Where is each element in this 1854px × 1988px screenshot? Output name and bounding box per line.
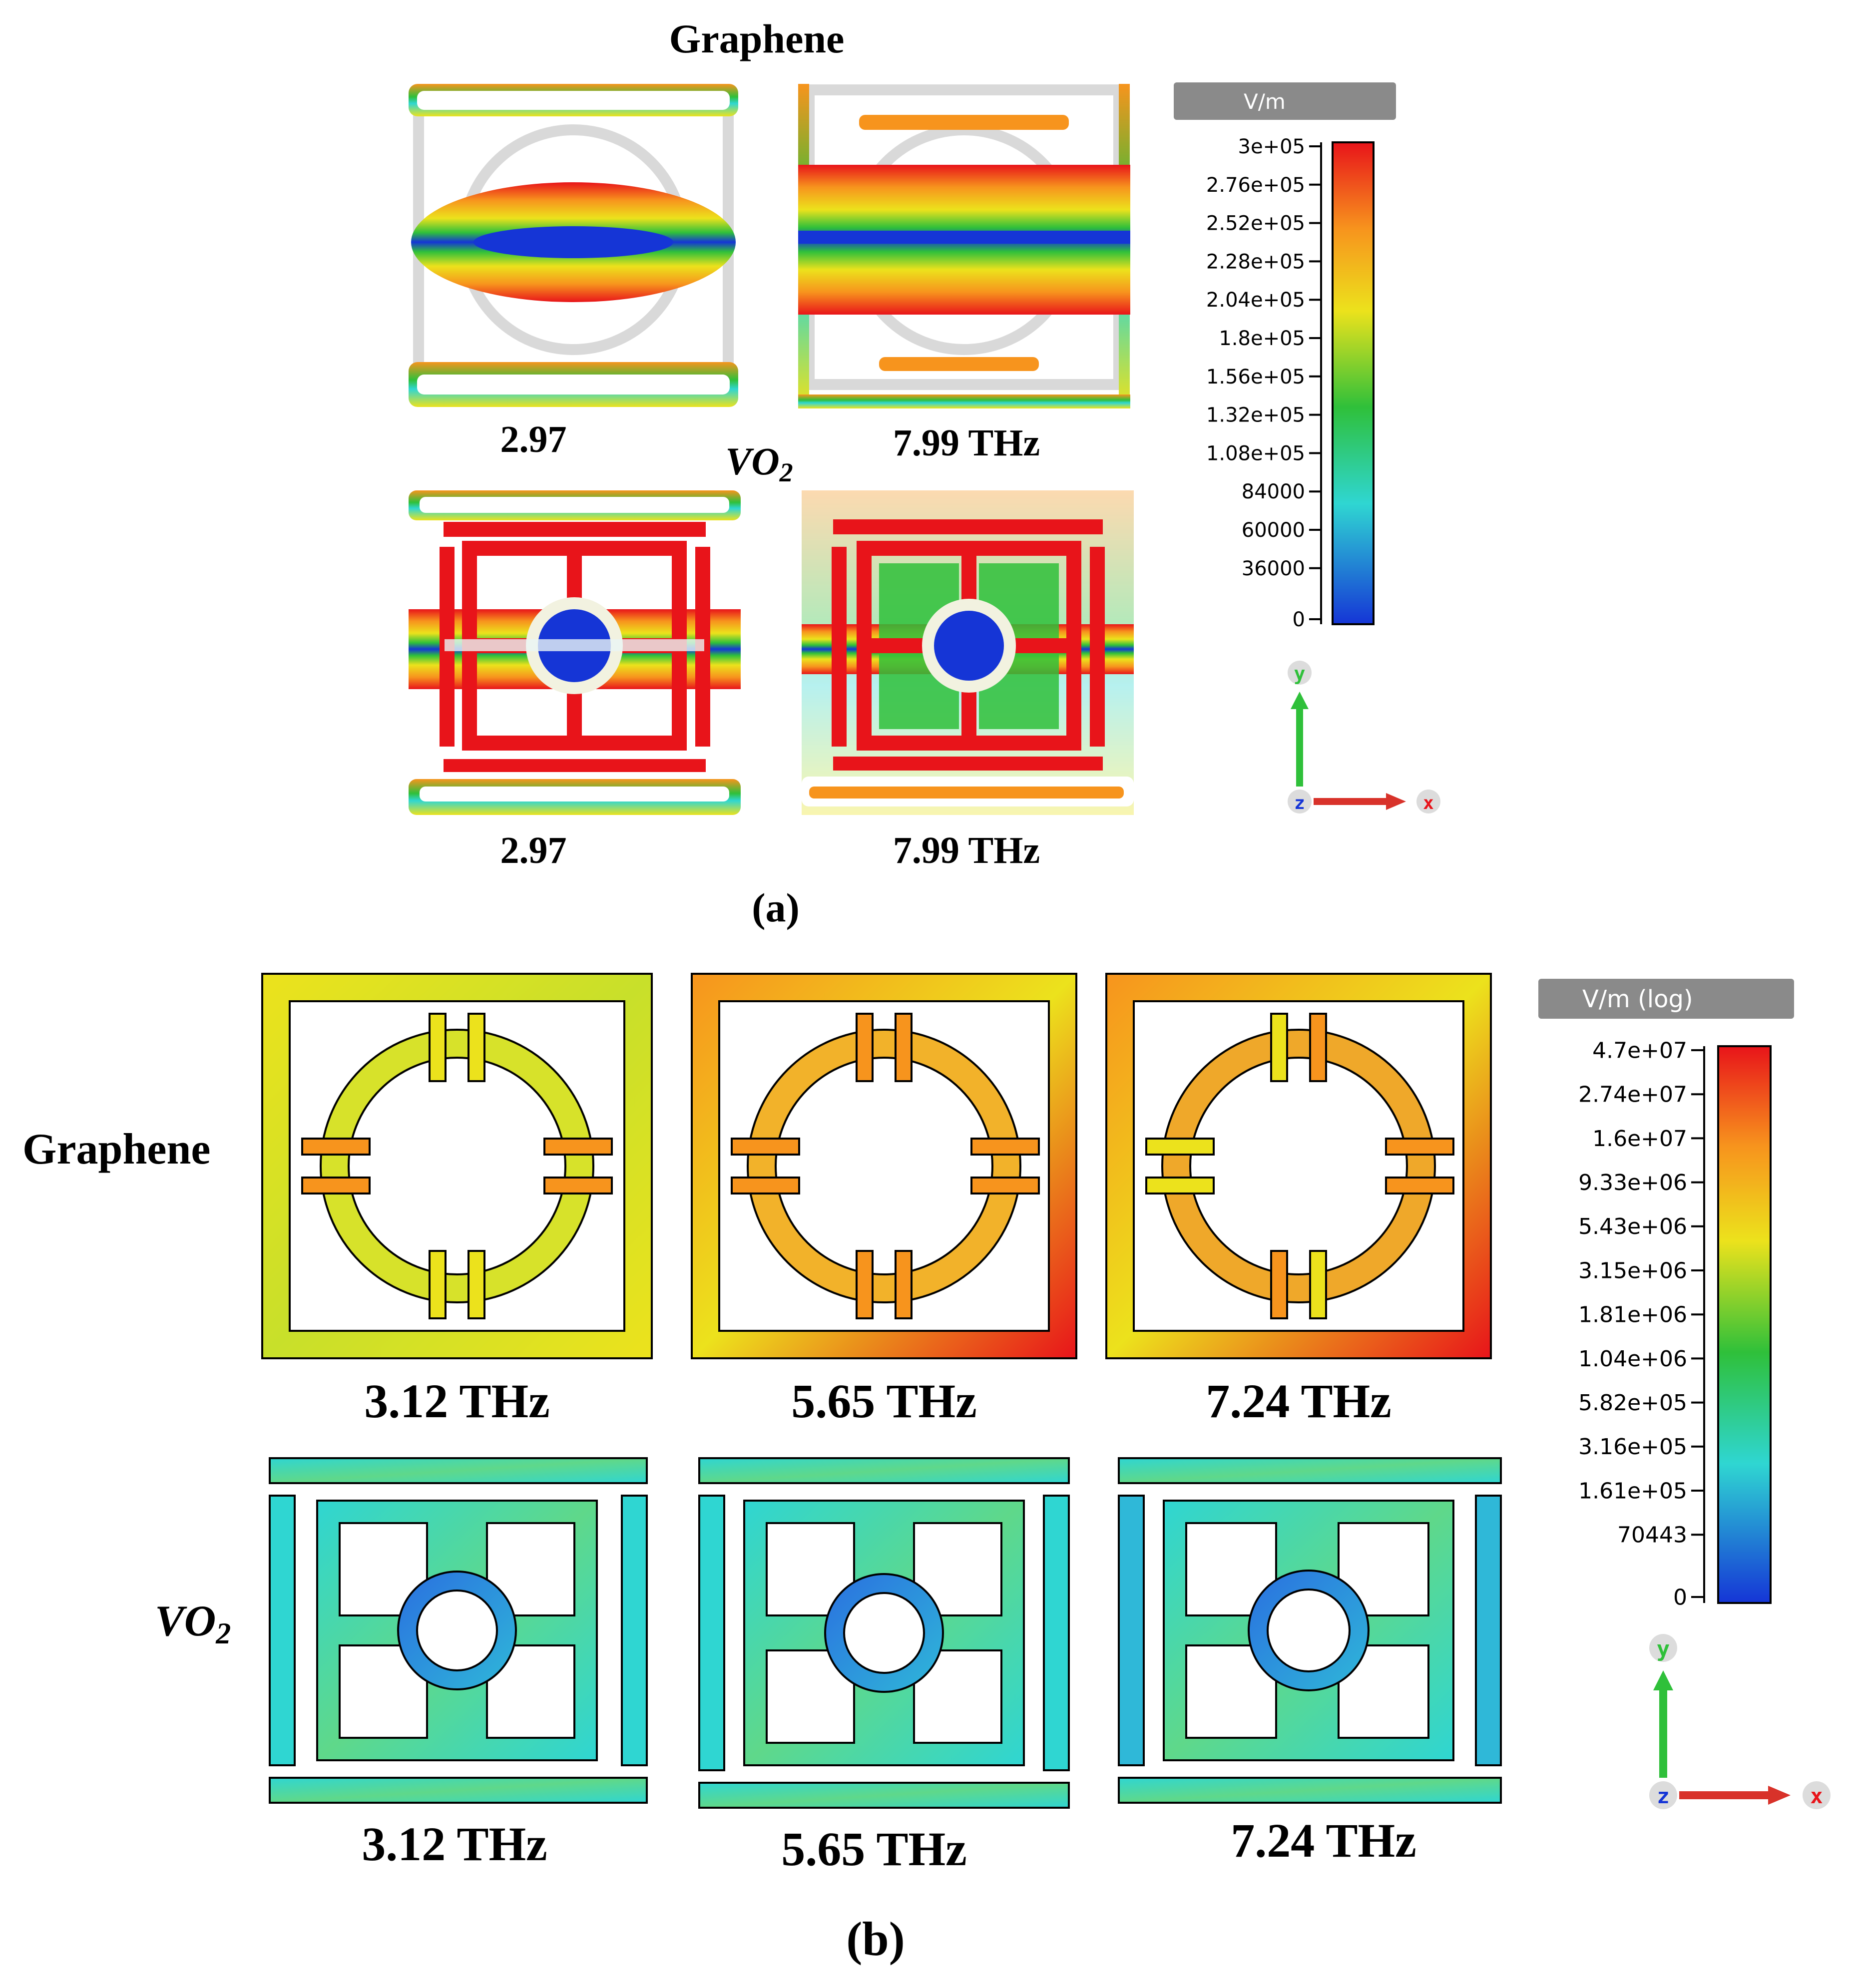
panel-b-caption: (b): [846, 1912, 905, 1966]
colorbar-b-tick-label: 2.74e+07: [1578, 1082, 1687, 1108]
axis-z-b-badge: [1649, 1781, 1677, 1809]
field-map-b-graphene-3: [1105, 973, 1492, 1359]
panel-b-label-5: 5.65 THz: [781, 1822, 967, 1876]
panel-b: Graphene VO2: [22, 973, 1831, 1966]
colorbar-b-tick-label: 9.33e+06: [1578, 1170, 1687, 1195]
field-map-a-vo2-2: [802, 490, 1134, 815]
panel-b-label-2: 5.65 THz: [791, 1374, 977, 1428]
field-map-a-graphene-1: [409, 84, 738, 408]
field-map-b-vo2-2: [698, 1457, 1070, 1809]
colorbar-a-tick-label: 3e+05: [1238, 135, 1305, 158]
colorbar-a-tick-label: 2.04e+05: [1206, 289, 1305, 312]
panel-b-label-6: 7.24 THz: [1231, 1814, 1416, 1867]
axis-y-a-label: y: [1294, 663, 1306, 685]
axis-x-b-badge: [1803, 1781, 1831, 1809]
colorbar-a-tick-label: 1.08e+05: [1206, 442, 1305, 465]
panel-b-label-1: 3.12 THz: [364, 1374, 550, 1428]
field-map-b-vo2-1: [269, 1457, 648, 1804]
panel-a-vo2-title: VO2: [725, 439, 793, 487]
axis-triad-a: y z x: [1288, 661, 1440, 813]
panel-a: Graphene 2.97 7.99 THz: [409, 16, 1440, 930]
colorbar-a-tick-label: 36000: [1242, 557, 1305, 580]
axis-y-b-label: y: [1657, 1636, 1670, 1662]
colorbar-a-header: [1174, 82, 1396, 120]
colorbar-a-tick-label: 60000: [1242, 519, 1305, 542]
colorbar-b-tick-label: 1.81e+06: [1578, 1302, 1687, 1328]
colorbar-b-tick-label: 0: [1673, 1585, 1687, 1610]
colorbar-b: V/m (log) 4.7e+07 2.74e+07 1.6e+07 9.33e+06…: [1538, 979, 1794, 1610]
field-map-a-graphene-2: [798, 84, 1130, 408]
colorbar-a-tick-label: 1.8e+05: [1219, 327, 1305, 350]
panel-a-graphene-title: Graphene: [669, 16, 845, 61]
panel-a-label-3: 2.97: [500, 829, 567, 871]
colorbar-a-tick-label: 0: [1293, 608, 1305, 631]
colorbar-b-ticks: 4.7e+07 2.74e+07 1.6e+07 9.33e+06 5.43e+06 3.…: [1578, 1038, 1704, 1610]
colorbar-b-tick-label: 4.7e+07: [1592, 1038, 1687, 1063]
axis-x-b-label: x: [1810, 1784, 1823, 1808]
colorbar-a-tick-label: 1.56e+05: [1206, 366, 1305, 389]
colorbar-a-tick-label: 2.52e+05: [1206, 212, 1305, 235]
axis-x-a-label: x: [1423, 793, 1434, 813]
colorbar-b-tick-label: 1.04e+06: [1578, 1346, 1687, 1372]
colorbar-b-tick-label: 1.6e+07: [1592, 1126, 1687, 1152]
axis-y-a-badge: [1288, 661, 1312, 685]
colorbar-b-tick-label: 3.16e+05: [1578, 1434, 1687, 1460]
colorbar-a-unit: V/m: [1244, 89, 1286, 114]
colorbar-b-tick-label: 1.61e+05: [1578, 1478, 1687, 1504]
colorbar-a-tick-label: 1.32e+05: [1206, 404, 1305, 427]
axis-z-a-label: z: [1294, 793, 1305, 813]
colorbar-a-tick-label: 2.76e+05: [1206, 174, 1305, 197]
panel-a-caption: (a): [752, 885, 800, 930]
colorbar-b-header: [1538, 979, 1794, 1019]
colorbar-b-tick-label: 5.82e+05: [1578, 1390, 1687, 1416]
field-map-b-graphene-2: [691, 973, 1077, 1359]
field-map-b-graphene-1: [261, 973, 653, 1359]
colorbar-b-tick-label: 3.15e+06: [1578, 1258, 1687, 1283]
axis-triad-b: y z x: [1649, 1634, 1831, 1809]
colorbar-a-scale: [1332, 141, 1375, 625]
colorbar-b-tick-label: 70443: [1617, 1523, 1687, 1548]
axis-z-b-label: z: [1657, 1784, 1669, 1808]
panel-b-graphene-title: Graphene: [22, 1125, 210, 1174]
axis-x-a-badge: [1416, 790, 1440, 813]
colorbar-b-scale: [1717, 1045, 1772, 1604]
panel-a-label-4: 7.99 THz: [893, 829, 1040, 871]
colorbar-a: V/m 3e+05 2.76e+05 2.52e+05 2.28e+05 2.04e+0…: [1174, 82, 1396, 631]
panel-a-label-1: 2.97: [500, 418, 567, 460]
panel-a-label-2: 7.99 THz: [893, 422, 1040, 464]
colorbar-a-tick-label: 84000: [1242, 480, 1305, 503]
colorbar-a-ticks: 3e+05 2.76e+05 2.52e+05 2.28e+05 2.04e+05 1.8…: [1206, 135, 1321, 631]
colorbar-b-unit: V/m (log): [1582, 985, 1693, 1013]
axis-y-b-badge: [1649, 1634, 1677, 1662]
axis-z-a-badge: [1288, 790, 1312, 813]
field-map-a-vo2-1: [409, 490, 741, 815]
colorbar-a-tick-label: 2.28e+05: [1206, 250, 1305, 273]
colorbar-b-tick-label: 5.43e+06: [1578, 1214, 1687, 1239]
panel-b-vo2-title: VO2: [155, 1597, 231, 1650]
panel-b-label-3: 7.24 THz: [1206, 1374, 1391, 1428]
field-map-b-vo2-3: [1118, 1457, 1502, 1804]
panel-b-label-4: 3.12 THz: [362, 1817, 547, 1871]
